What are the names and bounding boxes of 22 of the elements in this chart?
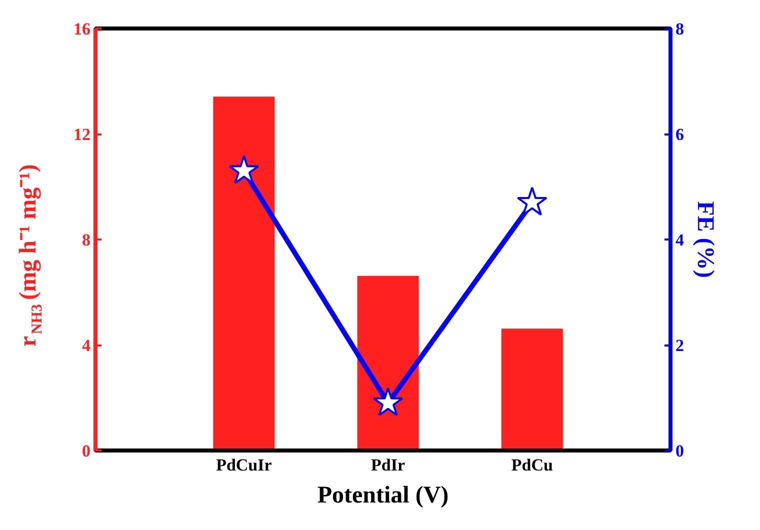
- y-axis-title: rNH3 (mg h⁻¹ mg⁻¹): [16, 164, 46, 347]
- x-tick-label: PdCu: [511, 456, 553, 474]
- y-tick-label: 8: [82, 230, 90, 250]
- y2-tick-label: 8: [676, 20, 684, 38]
- y2-tick-label: 2: [676, 336, 684, 355]
- bar: [213, 96, 275, 450]
- point: [372, 387, 404, 416]
- point: [228, 154, 260, 184]
- y2-tick-label: 0: [676, 442, 684, 460]
- y-tick-label: 0: [82, 442, 90, 460]
- y-tick-label: 4: [82, 336, 91, 355]
- bar: [357, 276, 419, 450]
- bar: [501, 328, 563, 450]
- y-tick-label: 12: [74, 125, 90, 144]
- x-tick-label: PdCuIr: [216, 456, 272, 474]
- x-tick-label: PdIr: [371, 456, 406, 474]
- y-tick-label: 16: [74, 20, 90, 38]
- x-axis-title: Potential (V): [317, 482, 449, 508]
- point: [516, 186, 548, 216]
- y2-axis-title: FE (%): [692, 201, 718, 278]
- y2-tick-label: 6: [676, 125, 684, 144]
- y2-tick-label: 4: [676, 230, 684, 250]
